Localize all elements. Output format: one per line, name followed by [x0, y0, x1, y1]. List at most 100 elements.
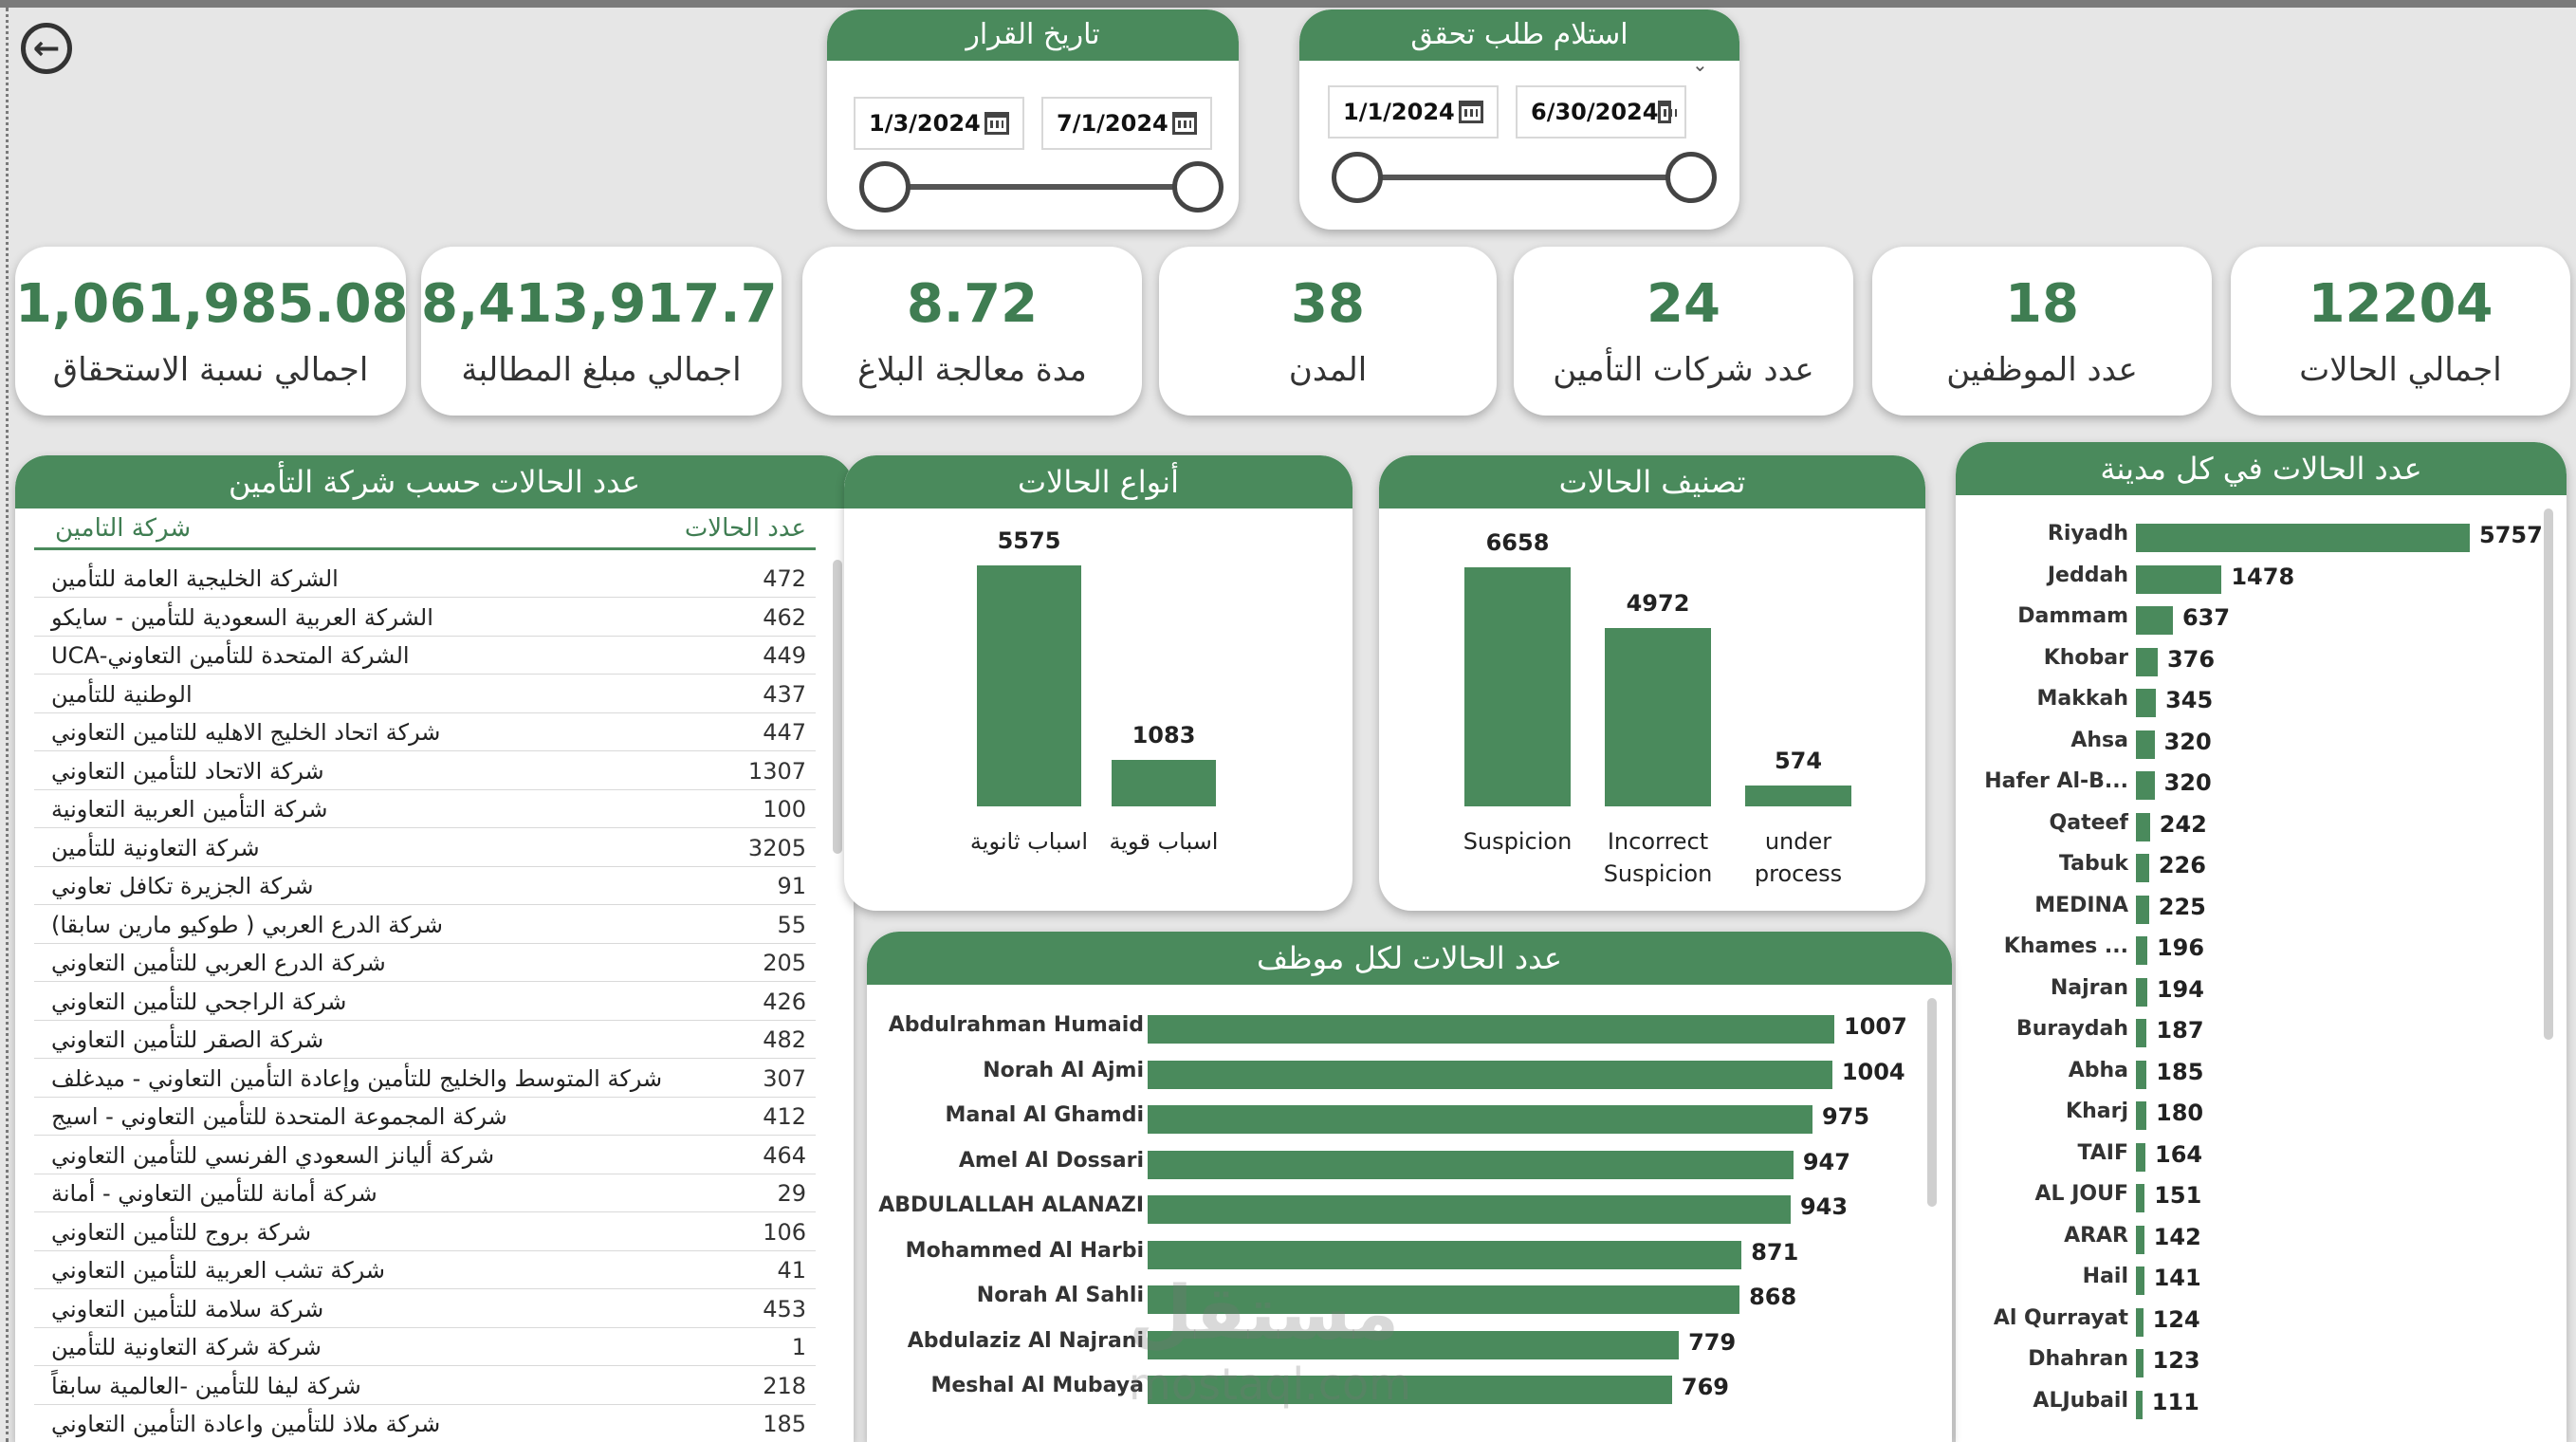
company-name: شركة الجزيرة تكافل تعاوني: [51, 873, 314, 899]
table-row[interactable]: شركة الاتحاد للتأمين التعاوني 1307: [34, 752, 816, 790]
chart-bar[interactable]: [2136, 1266, 2144, 1295]
decision-date-to-input[interactable]: 7/1/2024: [1041, 97, 1212, 150]
chart-bar[interactable]: [1148, 1195, 1791, 1224]
chart-bar[interactable]: [1148, 1105, 1812, 1134]
category-label: under process: [1754, 828, 1843, 887]
chart-bar[interactable]: [2136, 771, 2155, 800]
kpi-value: 8.72: [906, 273, 1039, 335]
chart-bar[interactable]: [1148, 1240, 1742, 1269]
decision-date-end-handle[interactable]: [1172, 161, 1224, 213]
chart-bar[interactable]: [2136, 647, 2158, 676]
chart-bar[interactable]: [2136, 812, 2150, 841]
chart-bar[interactable]: [1148, 1285, 1740, 1314]
bar-value-label: 164: [2155, 1140, 2203, 1168]
table-row[interactable]: الشركة المتحدة للتأمين التعاوني-UCA 449: [34, 637, 816, 675]
chart-bar[interactable]: [2136, 1101, 2146, 1130]
chart-bar[interactable]: [1148, 1015, 1834, 1044]
kpi-claim-amount: 8,413,917.71 اجمالي مبلغ المطالبة: [421, 247, 782, 416]
chart-bar[interactable]: [1464, 567, 1571, 806]
insurance-table-panel: عدد الحالات حسب شركة التأمين شركة التامي…: [15, 455, 854, 1442]
table-row[interactable]: شركة الجزيرة تكافل تعاوني 91: [34, 867, 816, 905]
chart-bar[interactable]: [2136, 1060, 2147, 1089]
chart-bar[interactable]: [2136, 1184, 2145, 1212]
verification-range-track[interactable]: [1356, 175, 1679, 180]
table-row[interactable]: شركة الراجحي للتأمين التعاوني 426: [34, 983, 816, 1021]
table-row[interactable]: شركة الدرع العربي ( طوكيو مارين سابقا) 55: [34, 906, 816, 944]
calendar-icon[interactable]: [1172, 112, 1197, 135]
table-row[interactable]: شركة الصقر للتأمين التعاوني 482: [34, 1021, 816, 1059]
chart-bar[interactable]: [2136, 1307, 2144, 1337]
category-label: Mohammed Al Harbi: [905, 1238, 1144, 1263]
chevron-down-icon[interactable]: ⌄: [1692, 53, 1708, 76]
table-row[interactable]: الشركة العربية السعودية للتأمين - سايكو 4…: [34, 599, 816, 637]
decision-date-from-input[interactable]: 1/3/2024: [854, 97, 1024, 150]
verification-end-handle[interactable]: [1665, 152, 1717, 203]
company-name: الشركة العربية السعودية للتأمين - سايكو: [51, 603, 433, 631]
chart-bar[interactable]: [1148, 1376, 1672, 1404]
chart-bar[interactable]: [1745, 786, 1851, 806]
chart-bar[interactable]: [2136, 524, 2470, 552]
category-label: Incorrect Suspicion: [1603, 828, 1713, 887]
chart-bar[interactable]: [2136, 1019, 2147, 1047]
chart-bar[interactable]: [2136, 1142, 2146, 1172]
verification-to-input[interactable]: 6/30/2024: [1516, 85, 1686, 139]
calendar-icon[interactable]: [1658, 101, 1677, 123]
table-row[interactable]: الوطنية للتأمين 437: [34, 675, 816, 713]
verification-from-input[interactable]: 1/1/2024: [1328, 85, 1499, 139]
calendar-icon[interactable]: [984, 112, 1009, 135]
chart-bar[interactable]: [2136, 895, 2149, 924]
chart-bar[interactable]: [2136, 1225, 2144, 1254]
watermark: مستقل: [1129, 1271, 1400, 1357]
kpi-value: 12204: [2308, 273, 2493, 335]
employee-scrollbar[interactable]: [1927, 998, 1937, 1207]
calendar-icon[interactable]: [1459, 101, 1483, 123]
chart-bar[interactable]: [1148, 1330, 1680, 1359]
back-arrow-icon[interactable]: ←: [21, 23, 72, 74]
table-row[interactable]: شركة أمانة للتأمين التعاوني - أمانة 29: [34, 1174, 816, 1212]
table-scrollbar[interactable]: [833, 560, 842, 854]
chart-bar[interactable]: [2136, 977, 2147, 1007]
table-row[interactable]: شركة ملاذ للتأمين واعادة التأمين التعاون…: [34, 1405, 816, 1442]
chart-bar[interactable]: [2136, 730, 2155, 759]
table-row[interactable]: شركة المجموعة المتحدة للتأمين التعاوني -…: [34, 1098, 816, 1136]
chart-bar[interactable]: [2136, 689, 2157, 717]
chart-bar[interactable]: [1112, 759, 1216, 806]
case-count: 437: [763, 680, 806, 708]
city-scrollbar[interactable]: [2544, 508, 2553, 1040]
chart-bar[interactable]: [2136, 1349, 2144, 1377]
chart-bar[interactable]: [977, 565, 1081, 806]
column-header-count[interactable]: عدد الحالات: [684, 514, 806, 543]
bar-value-label: 180: [2156, 1100, 2204, 1126]
kpi-label: اجمالي مبلغ المطالبة: [461, 351, 742, 389]
table-row[interactable]: شركة التعاونية للتأمين 3205: [34, 829, 816, 867]
category-label: Makkah: [2036, 687, 2128, 711]
chart-bar[interactable]: [1605, 627, 1711, 806]
chart-bar[interactable]: [2136, 854, 2149, 882]
table-row[interactable]: شركة التأمين العربية التعاونية 100: [34, 790, 816, 828]
table-row[interactable]: شركة ليفا للتأمين -العالمية سابقاً 218: [34, 1367, 816, 1405]
city-cases-title: عدد الحالات في كل مدينة: [1956, 442, 2567, 495]
table-row[interactable]: شركة اتحاد الخليج الاهليه للتامين التعاو…: [34, 713, 816, 751]
category-label: MEDINA: [2034, 893, 2128, 917]
column-header-company[interactable]: شركة التامين: [55, 514, 192, 543]
table-row[interactable]: شركة بروج للتأمين التعاوني 106: [34, 1213, 816, 1251]
chart-bar[interactable]: [1148, 1060, 1832, 1089]
chart-bar[interactable]: [2136, 936, 2147, 965]
verification-start-handle[interactable]: [1332, 152, 1383, 203]
bar-value-label: 124: [2152, 1305, 2200, 1333]
table-row[interactable]: شركة أليانز السعودي الفرنسي للتأمين التع…: [34, 1137, 816, 1174]
chart-bar[interactable]: [2136, 564, 2222, 594]
table-row[interactable]: شركة المتوسط والخليج للتأمين وإعادة التأ…: [34, 1060, 816, 1098]
chart-bar[interactable]: [2136, 606, 2173, 635]
table-row[interactable]: شركة تشب العربية للتأمين التعاوني 41: [34, 1251, 816, 1289]
table-row[interactable]: شركة شركة التعاونية للتأمين 1: [34, 1328, 816, 1366]
table-row[interactable]: شركة الدرع العربي للتأمين التعاوني 205: [34, 944, 816, 982]
chart-bar[interactable]: [1148, 1150, 1794, 1179]
decision-date-start-handle[interactable]: [859, 161, 911, 213]
table-row[interactable]: الشركة الخليجية العامة للتأمين 472: [34, 560, 816, 598]
bar-value-label: 779: [1688, 1328, 1737, 1356]
table-row[interactable]: شركة سلامة للتأمين التعاوني 453: [34, 1290, 816, 1328]
chart-bar[interactable]: [2136, 1390, 2143, 1419]
category-label: Qateef: [2049, 810, 2128, 835]
decision-date-range-track[interactable]: [884, 184, 1187, 190]
